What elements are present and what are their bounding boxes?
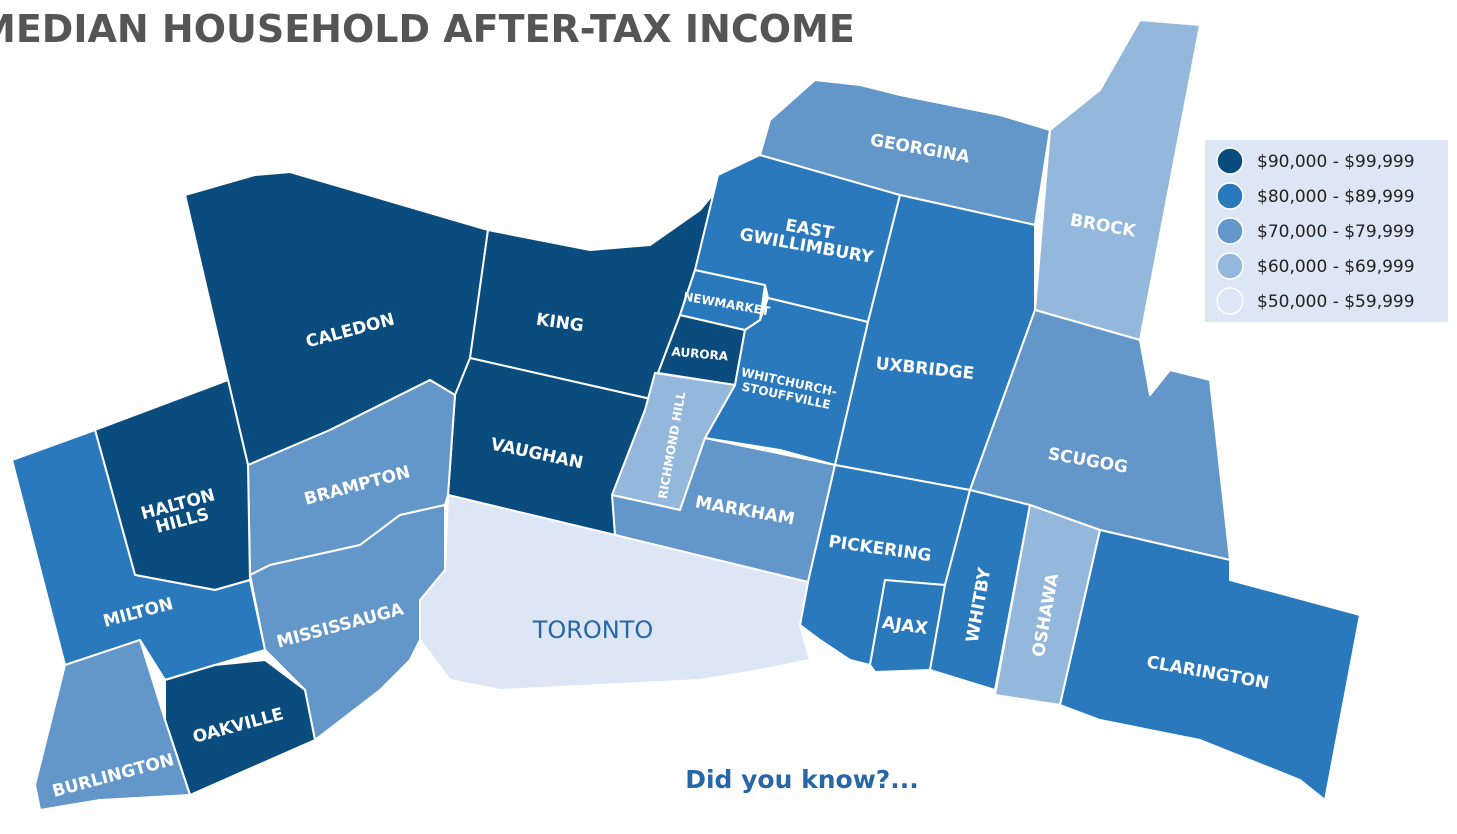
region-label-line: TORONTO bbox=[532, 616, 654, 644]
regions: CALEDON KINGVAUGHANAURORANEWMARKETEASTGWI… bbox=[11, 19, 1361, 811]
region bbox=[929, 489, 1031, 691]
region bbox=[249, 504, 446, 741]
legend-swatch bbox=[1216, 182, 1244, 210]
region bbox=[34, 639, 191, 811]
region-label: AURORA bbox=[671, 345, 729, 364]
legend-swatch bbox=[1216, 252, 1244, 280]
legend-label: $80,000 - $89,999 bbox=[1257, 187, 1415, 207]
region bbox=[869, 579, 946, 673]
legend-label: $90,000 - $99,999 bbox=[1257, 152, 1415, 172]
legend: $90,000 - $99,999 $80,000 - $89,999 $70,00… bbox=[1205, 140, 1448, 322]
legend-swatch bbox=[1216, 147, 1244, 175]
region bbox=[1059, 529, 1361, 801]
region-label-line: AURORA bbox=[671, 345, 729, 364]
legend-label: $70,000 - $79,999 bbox=[1257, 222, 1415, 242]
map-title: MEDIAN HOUSEHOLD AFTER-TAX INCOME bbox=[0, 7, 855, 51]
legend-box bbox=[1205, 140, 1448, 322]
legend-label: $50,000 - $59,999 bbox=[1257, 292, 1415, 312]
legend-label: $60,000 - $69,999 bbox=[1257, 257, 1415, 277]
region bbox=[1034, 19, 1201, 341]
callout: Did you know?... bbox=[685, 765, 919, 794]
legend-swatch bbox=[1216, 287, 1244, 315]
region-label: TORONTO bbox=[532, 616, 654, 644]
legend-swatch bbox=[1216, 217, 1244, 245]
